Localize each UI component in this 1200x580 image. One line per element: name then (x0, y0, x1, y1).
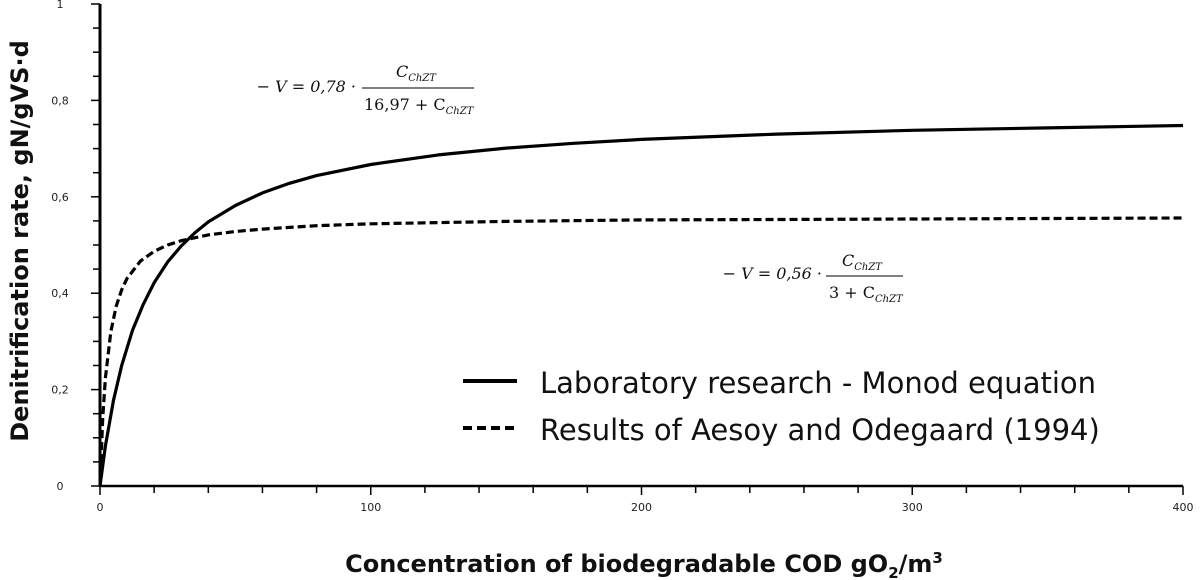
y-tick-label: 0,6 (51, 191, 69, 204)
x-axis-title-sup: 3 (932, 549, 942, 567)
denominator-subscript: ChZT (446, 106, 475, 117)
legend-label-aesoy: Results of Aesoy and Odegaard (1994) (540, 413, 1100, 447)
legend-label-monod: Laboratory research - Monod equation (540, 366, 1096, 400)
numerator-symbol: C (842, 251, 854, 270)
denominator-text: 3 + C (829, 283, 875, 302)
x-tick-label: 100 (360, 501, 381, 514)
series-line-monod (98, 123, 1184, 487)
equation-numerator: CChZT (842, 251, 883, 273)
equation-lhs: − V = 0,78 · (257, 77, 356, 96)
y-axis-title: Denitrification rate, gN/gVS·d (6, 40, 34, 442)
y-tick-label: 0,4 (51, 287, 69, 300)
legend: Laboratory research - Monod equation Res… (463, 366, 1100, 447)
series-line-aesoy (98, 216, 1184, 487)
y-tick-label: 0,2 (51, 384, 69, 397)
equation-denominator: 16,97 + CChZT (364, 95, 475, 117)
x-axis-title-sub: 2 (888, 564, 898, 580)
x-tick-label: 200 (631, 501, 652, 514)
equation-denominator: 3 + CChZT (829, 283, 904, 305)
denominator-subscript: ChZT (875, 294, 904, 305)
x-axis-title-main: Concentration of biodegradable COD gO (345, 550, 888, 578)
x-tick-label: 0 (97, 501, 104, 514)
numerator-symbol: C (396, 62, 408, 81)
x-tick-label: 400 (1173, 501, 1194, 514)
numerator-subscript: ChZT (408, 73, 437, 84)
x-tick-label: 300 (902, 501, 923, 514)
y-tick-label: 1 (57, 0, 64, 11)
x-axis-title: Concentration of biodegradable COD gO2/m… (345, 549, 943, 580)
y-tick-label: 0,8 (51, 94, 69, 107)
equation-lhs: − V = 0,56 · (723, 264, 822, 283)
ticks (91, 3, 1184, 495)
equation-annotation-monod: − V = 0,78 · CChZT 16,97 + CChZT (257, 62, 475, 117)
y-tick-label: 0 (57, 480, 64, 493)
tick-labels: 0 100 200 300 400 0 0,2 0,4 0,6 0,8 1 (51, 0, 1193, 514)
series (98, 123, 1184, 487)
denominator-text: 16,97 + C (364, 95, 446, 114)
numerator-subscript: ChZT (854, 262, 883, 273)
x-axis-title-unit: /m (899, 550, 933, 578)
equation-numerator: CChZT (396, 62, 437, 84)
equation-annotation-aesoy: − V = 0,56 · CChZT 3 + CChZT (723, 251, 904, 305)
